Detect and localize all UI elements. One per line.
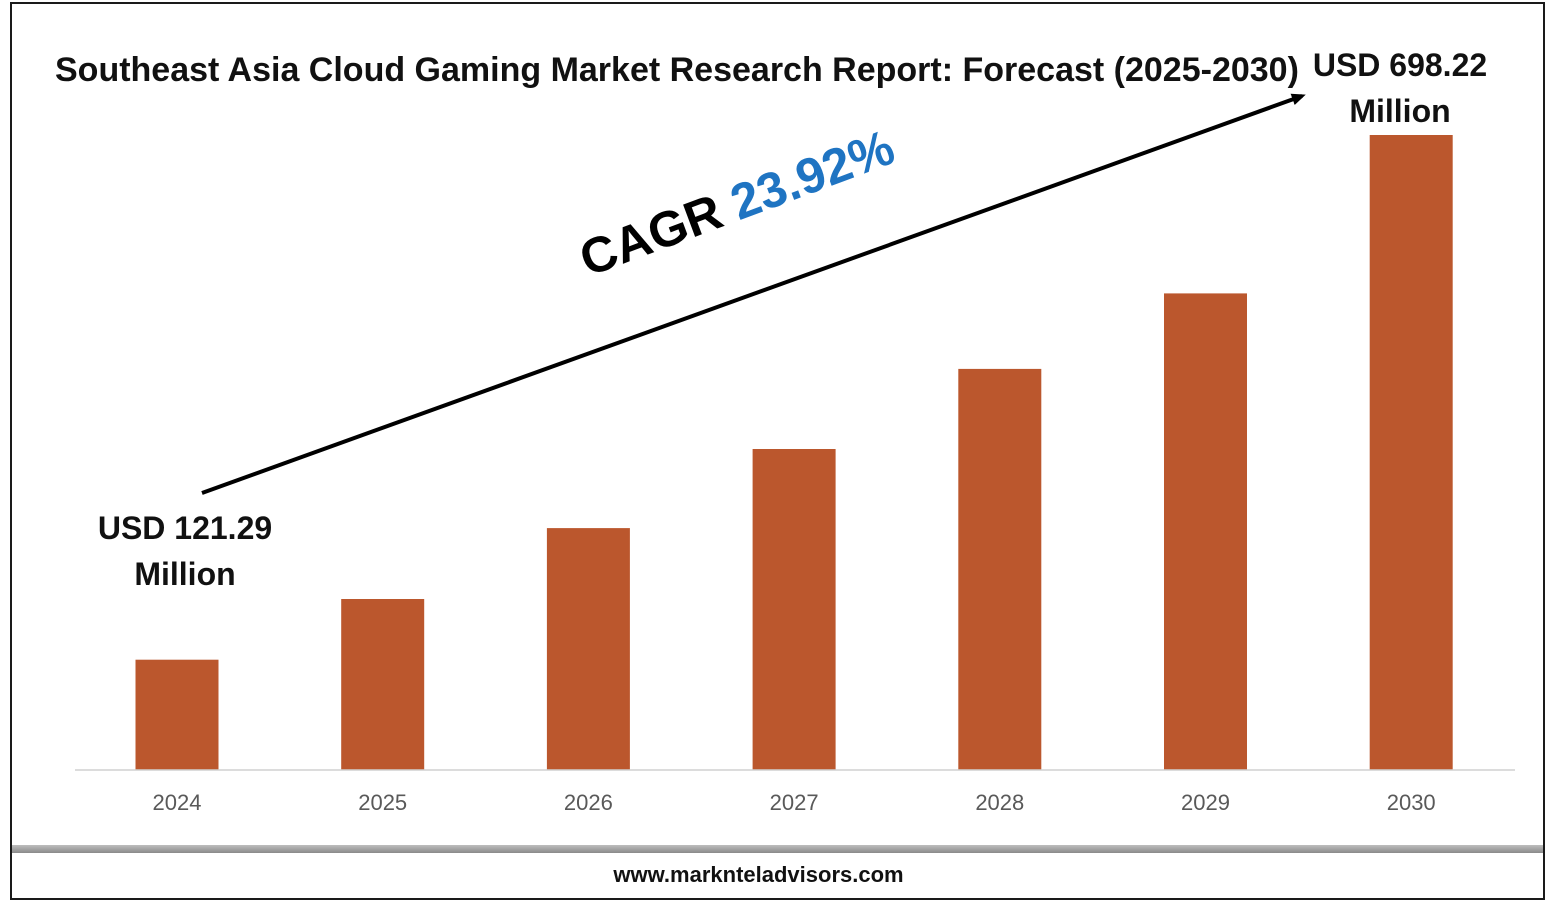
bar-2029 (1164, 293, 1247, 770)
x-tick-label-2029: 2029 (1181, 790, 1230, 815)
bar-2030 (1369, 135, 1453, 770)
x-tick-label-2026: 2026 (564, 790, 613, 815)
x-axis-ticks: 2024 2025 2026 2027 2028 2029 2030 (153, 790, 1436, 815)
x-tick-label-2030: 2030 (1387, 790, 1436, 815)
x-tick-label-2025: 2025 (358, 790, 407, 815)
start-value: USD 121.29 (97, 510, 273, 546)
end-unit: Million (1349, 93, 1451, 129)
footer-website-link[interactable]: www.marknteladvisors.com (613, 862, 904, 887)
footer-divider (12, 845, 1543, 853)
bar-2026 (546, 528, 630, 770)
x-tick-label-2028: 2028 (975, 790, 1024, 815)
start-value-label: USD 121.29 Million (80, 505, 290, 597)
chart-title: Southeast Asia Cloud Gaming Market Resea… (55, 45, 1299, 95)
cagr-trend-arrow (201, 93, 1306, 495)
bars-group (135, 135, 1453, 770)
x-tick-label-2024: 2024 (153, 790, 202, 815)
x-tick-label-2027: 2027 (770, 790, 819, 815)
bar-2027 (752, 449, 836, 770)
bar-2025 (341, 599, 425, 770)
chart-title-text: Southeast Asia Cloud Gaming Market Resea… (55, 51, 1299, 89)
bar-2024 (135, 659, 219, 770)
end-value-label: USD 698.22 Million (1295, 42, 1505, 134)
bar-2028 (958, 368, 1042, 770)
end-value: USD 698.22 (1312, 47, 1488, 83)
start-unit: Million (134, 556, 236, 592)
